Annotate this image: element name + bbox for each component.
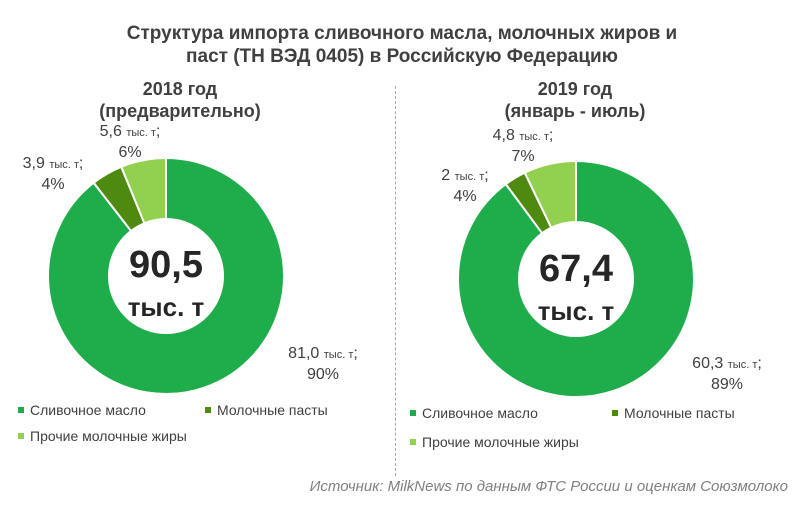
donut-slice-2018-butter (47, 156, 285, 395)
data-label-separator: ; (78, 155, 84, 172)
donut-slice-2019-butter (457, 159, 695, 398)
donut-slice-2018-fats (119, 156, 167, 225)
chart-2019-title-line1: 2019 год (537, 79, 613, 99)
legend-label: Молочные пасты (217, 402, 328, 418)
data-label-percent: 4% (453, 188, 477, 205)
chart-2018-label-butter: 81,0 тыс. т; 90% (268, 344, 378, 385)
data-label: 2 (441, 167, 451, 184)
chart-2018-total-unit: тыс. т (127, 292, 205, 322)
legend-2018-pastes: Молочные пасты (205, 402, 328, 418)
data-label-percent: 4% (41, 176, 65, 193)
legend-label: Прочие молочные жиры (422, 434, 579, 450)
data-label-percent: 7% (511, 148, 535, 165)
data-label-separator: ; (484, 167, 489, 184)
legend-swatch (612, 410, 618, 416)
legend-2018-fats: Прочие молочные жиры (18, 428, 187, 444)
chart-2018-total: 90,5 (129, 244, 203, 286)
legend-label: Сливочное масло (30, 402, 146, 418)
data-label: 4,8 (492, 127, 515, 144)
data-label-percent: 6% (118, 144, 142, 161)
data-label-separator: ; (757, 355, 762, 372)
data-label-separator: ; (155, 123, 161, 140)
chart-2018-label-pastes: 3,9 тыс. т; 4% (8, 154, 98, 195)
chart-title-line2: паст (ТН ВЭД 0405) в Российскую Федераци… (186, 46, 618, 67)
legend-swatch (18, 433, 24, 439)
data-label-percent: 90% (306, 366, 340, 383)
source-note: Источник: MilkNews по данным ФТС России … (309, 478, 788, 495)
chart-2018-center: 90,5 тыс. т (106, 246, 226, 320)
data-label: 60,3 (692, 355, 724, 372)
data-label-unit: тыс. т (727, 359, 758, 371)
legend-swatch (205, 407, 211, 413)
data-label-unit: тыс. т (519, 131, 549, 143)
legend-swatch (18, 407, 24, 413)
legend-2019-butter: Сливочное масло (410, 405, 538, 421)
data-label-separator: ; (548, 127, 554, 144)
data-label-unit: тыс. т (323, 349, 354, 361)
chart-2019-total-unit: тыс. т (537, 296, 615, 326)
donut-slice-2019-fats (523, 159, 577, 229)
data-label-unit: тыс. т (126, 127, 156, 139)
chart-2018-label-fats: 5,6 тыс. т; 6% (85, 122, 175, 163)
data-label: 3,9 (22, 155, 45, 172)
legend-swatch (410, 410, 416, 416)
data-label-unit: тыс. т (454, 171, 485, 183)
legend-label: Сливочное масло (422, 405, 538, 421)
legend-2019-fats: Прочие молочные жиры (410, 434, 579, 450)
data-label-separator: ; (353, 345, 358, 362)
chart-title: Структура импорта сливочного масла, моло… (0, 22, 804, 68)
chart-2019-label-butter: 60,3 тыс. т; 89% (672, 354, 782, 395)
chart-2018-title-line1: 2018 год (142, 79, 218, 99)
chart-2018-title: 2018 год (предварительно) (30, 78, 330, 122)
legend-swatch (410, 439, 416, 445)
legend-2018-butter: Сливочное масло (18, 402, 146, 418)
legend-label: Молочные пасты (624, 405, 735, 421)
data-label: 81,0 (288, 345, 320, 362)
divider (395, 86, 396, 476)
chart-2019-label-fats: 4,8 тыс. т; 7% (478, 126, 568, 167)
chart-2018-title-line2: (предварительно) (99, 101, 261, 121)
data-label: 5,6 (99, 123, 122, 140)
legend-2019-pastes: Молочные пасты (612, 405, 735, 421)
data-label-percent: 89% (710, 376, 744, 393)
data-label-unit: тыс. т (49, 159, 79, 171)
chart-2019-title: 2019 год (январь - июль) (440, 78, 710, 122)
chart-2019-total: 67,4 (539, 248, 613, 290)
chart-2019-label-pastes: 2 тыс. т; 4% (420, 166, 510, 207)
chart-2019-center: 67,4 тыс. т (516, 250, 636, 324)
legend-label: Прочие молочные жиры (30, 428, 187, 444)
chart-title-line1: Структура импорта сливочного масла, моло… (126, 23, 678, 44)
chart-2019-title-line2: (январь - июль) (504, 101, 646, 121)
